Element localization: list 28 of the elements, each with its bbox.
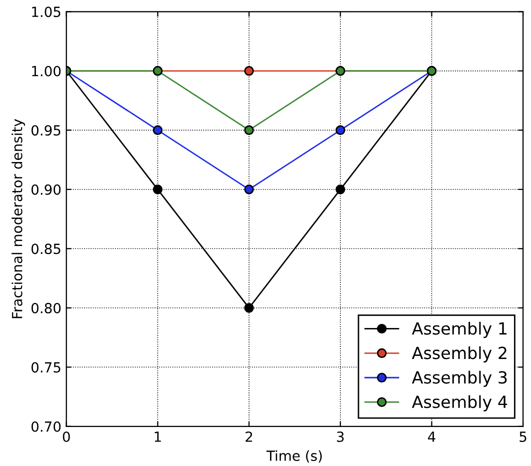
- point: [336, 125, 346, 136]
- legend-label: Assembly 2: [412, 346, 506, 362]
- y-tick-label: 0.75: [32, 362, 60, 373]
- point: [244, 125, 254, 136]
- y-tick-label: 0.80: [32, 302, 61, 314]
- x-axis-title: Time (s): [266, 450, 322, 463]
- point: [244, 184, 254, 194]
- point: [336, 184, 346, 194]
- x-tick-label: 3: [337, 431, 344, 442]
- x-tick-label: 2: [246, 431, 252, 442]
- y-tick-label: 1.00: [32, 66, 61, 76]
- y-tick-label: 0.95: [32, 125, 60, 136]
- point: [244, 66, 254, 76]
- point: [244, 303, 254, 313]
- y-tick-label: 0.90: [32, 184, 61, 195]
- x-tick-label: 5: [520, 432, 526, 442]
- y-tick-label: 0.70: [32, 421, 61, 432]
- legend-label: Assembly 1: [412, 322, 506, 338]
- y-axis-title: Fractional moderator density: [12, 119, 26, 318]
- point: [152, 184, 163, 194]
- x-tick-label: 4: [428, 432, 436, 442]
- legend-label: Assembly 3: [412, 370, 507, 387]
- point: [152, 125, 163, 136]
- x-tick-label: 0: [62, 431, 70, 442]
- y-tick-label: 1.05: [32, 6, 60, 18]
- y-tick-label: 0.85: [32, 244, 60, 254]
- x-tick-label: 1: [154, 432, 161, 442]
- legend-label: Assembly 4: [412, 395, 508, 412]
